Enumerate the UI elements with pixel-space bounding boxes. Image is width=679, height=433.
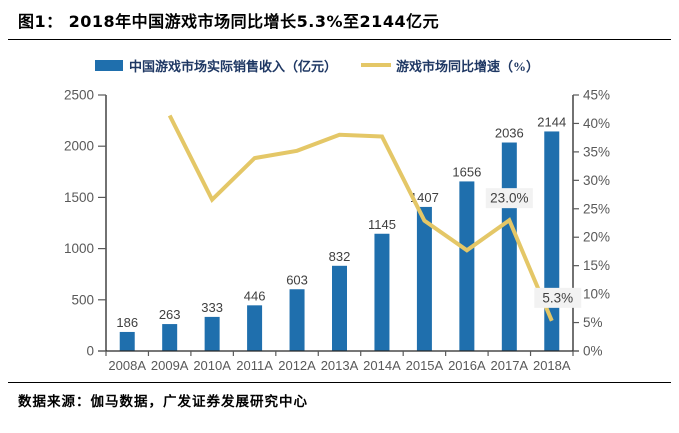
revenue-bar [332, 265, 347, 351]
revenue-bar [416, 206, 432, 351]
right-axis-tick-label: 10% [583, 287, 610, 302]
figure-title: 图1： 2018年中国游戏市场同比增长5.3%至2144亿元 [18, 8, 669, 32]
revenue-bar [119, 331, 135, 351]
left-axis-tick-label: 2500 [64, 88, 94, 103]
right-axis-tick-label: 0% [583, 344, 603, 359]
revenue-bar [374, 233, 390, 351]
title-divider [8, 39, 671, 40]
x-axis-label: 2008A [108, 358, 146, 373]
growth-line [167, 114, 554, 322]
bar-value-label: 2144 [537, 114, 566, 129]
x-axis-label: 2018A [533, 358, 571, 373]
bar-value-label: 2036 [495, 126, 524, 141]
legend-bar-label: 中国游戏市场实际销售收入（亿元） [129, 58, 338, 74]
right-axis-tick-label: 5% [583, 315, 603, 330]
bar-value-label: 1656 [452, 164, 481, 179]
growth-annotation-box [485, 188, 533, 209]
x-axis-label: 2014A [363, 358, 401, 373]
revenue-bar [162, 324, 178, 351]
revenue-bar [289, 289, 305, 351]
bar-value-label: 263 [159, 307, 181, 322]
bar-value-label: 832 [329, 249, 351, 264]
left-axis-tick-label: 2000 [64, 139, 94, 154]
x-axis-label: 2009A [151, 358, 189, 373]
revenue-bar [247, 305, 263, 351]
right-axis-tick-label: 20% [583, 230, 610, 245]
legend-line-swatch [361, 63, 392, 67]
left-axis-tick-label: 1000 [64, 241, 94, 256]
growth-annotation-box [534, 287, 582, 308]
legend-bar-swatch [95, 59, 123, 71]
chart-legend: 中国游戏市场实际销售收入（亿元） 游戏市场同比增速（%） [95, 56, 539, 74]
right-axis-tick-label: 30% [583, 173, 610, 188]
x-axis-label: 2011A [236, 358, 273, 373]
bar-value-label: 333 [201, 300, 223, 315]
revenue-bar [459, 181, 475, 351]
x-axis-label: 2017A [491, 358, 529, 373]
data-source: 数据来源：伽马数据，广发证券发展研究中心 [18, 394, 308, 409]
figure-title-text: 2018年中国游戏市场同比增长5.3%至2144亿元 [68, 12, 440, 31]
right-axis-tick-label: 15% [583, 258, 610, 273]
figure-label: 图1： [18, 12, 63, 31]
bar-value-label: 446 [244, 288, 266, 303]
revenue-bar [204, 316, 220, 351]
bar-value-label: 1407 [410, 190, 439, 205]
right-axis-tick-label: 40% [583, 116, 610, 131]
bar-value-label: 603 [286, 272, 308, 287]
x-axis-label: 2015A [406, 358, 444, 373]
legend-line-label: 游戏市场同比增速（%） [396, 58, 540, 74]
bar-value-label: 1145 [368, 217, 396, 232]
growth-annotation-label: 5.3% [542, 290, 573, 305]
bar-value-label: 186 [116, 315, 138, 330]
revenue-bar [501, 142, 517, 351]
x-axis-label: 2016A [448, 358, 486, 373]
x-axis-label: 2012A [278, 358, 316, 373]
footer-divider [8, 382, 671, 383]
right-axis-tick-label: 25% [583, 201, 610, 216]
left-axis-tick-label: 500 [71, 292, 94, 307]
right-axis-tick-label: 45% [583, 88, 610, 103]
right-axis-tick-label: 35% [583, 144, 610, 159]
growth-annotation-label: 23.0% [490, 191, 528, 206]
x-axis-label: 2013A [321, 358, 359, 373]
combo-chart: 186 263 333 446 603 832 1145 1407 1656 2036 2144 0 5… [64, 88, 610, 374]
x-axis-label: 2010A [193, 358, 231, 373]
left-axis-tick-label: 0 [86, 344, 94, 359]
left-axis-tick-label: 1500 [64, 190, 94, 205]
